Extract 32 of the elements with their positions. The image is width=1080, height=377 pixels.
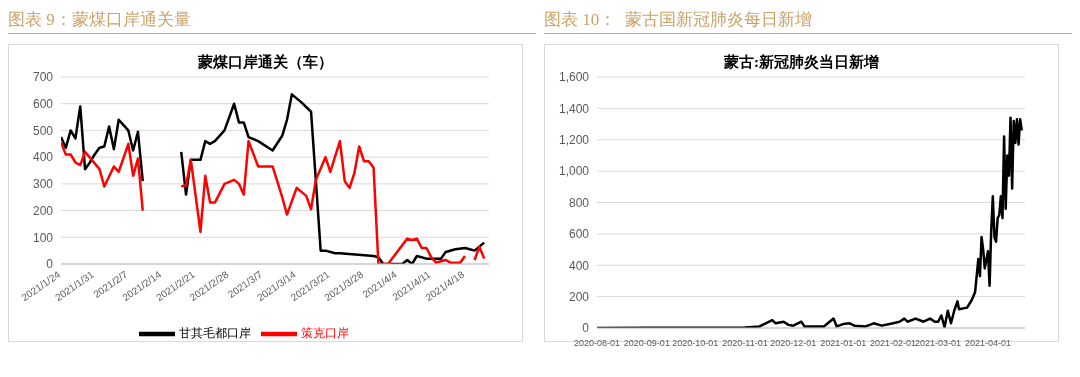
y-tick-label: 500	[32, 123, 54, 138]
y-tick-label: 1,000	[558, 164, 590, 179]
x-tick-label: 2020-08-01	[573, 338, 621, 348]
chart-subtitle: 蒙煤口岸通关（车）	[197, 53, 334, 72]
y-tick-label: 200	[568, 289, 590, 304]
x-tick-label: 2020-09-01	[623, 338, 670, 348]
x-tick-label: 2021-02-01	[870, 338, 917, 348]
x-tick-label: 2021-01-01	[820, 338, 867, 348]
y-tick-label: 600	[32, 96, 54, 111]
x-tick-label: 2020-12-01	[770, 338, 817, 348]
y-tick-label: 300	[32, 177, 54, 192]
legend-label: 甘其毛都口岸	[179, 325, 251, 340]
y-tick-label: 1,200	[558, 133, 590, 148]
y-tick-label: 100	[32, 230, 54, 245]
y-tick-label: 400	[32, 150, 54, 165]
x-tick-label: 2020-10-01	[672, 338, 719, 348]
y-tick-label: 400	[568, 258, 590, 273]
y-tick-label: 200	[32, 203, 54, 218]
y-tick-label: 600	[568, 227, 590, 242]
chart-subtitle: 蒙古:新冠肺炎当日新增	[723, 53, 880, 72]
y-tick-label: 800	[568, 195, 590, 210]
legend-label: 策克口岸	[301, 325, 349, 340]
chart-title: 图表 10： 蒙古国新冠肺炎每日新增	[544, 8, 1072, 34]
y-tick-label: 0	[582, 321, 590, 336]
y-tick-label: 0	[46, 257, 54, 272]
x-tick-label: 2021-04-01	[964, 338, 1012, 348]
y-tick-label: 1,600	[558, 70, 590, 85]
y-tick-label: 700	[32, 70, 54, 85]
chart-title: 图表 9：蒙煤口岸通关量	[8, 8, 536, 34]
y-tick-label: 1,400	[558, 101, 590, 116]
x-tick-label: 2021-03-01	[915, 338, 962, 348]
x-tick-label: 2020-11-01	[722, 338, 768, 348]
